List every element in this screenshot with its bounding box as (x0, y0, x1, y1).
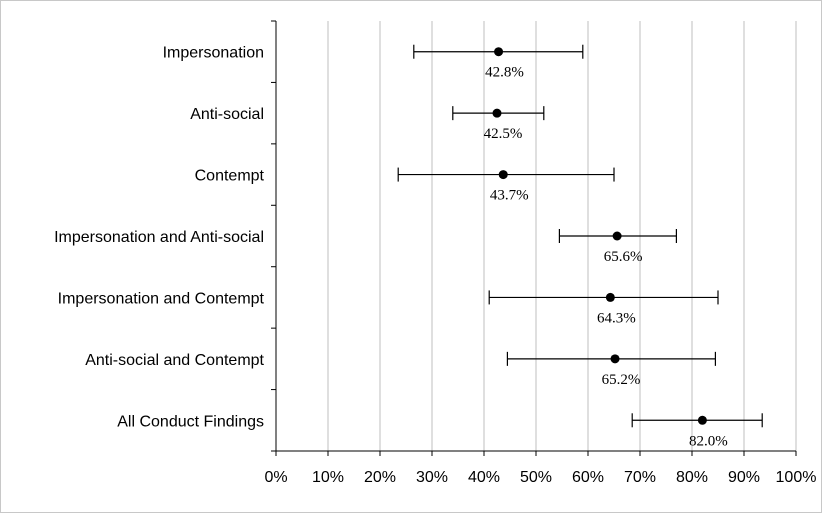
category-label: Impersonation (163, 45, 264, 62)
x-tick-labels: 0% 10% 20% 30% 40% 50% 60% 70% 80% 90% 100% (264, 469, 816, 486)
data-label: 82.0% (689, 433, 728, 449)
x-tick-label: 40% (468, 469, 500, 486)
category-label: Contempt (195, 168, 265, 185)
data-point (498, 170, 508, 180)
data-label: 42.5% (484, 126, 523, 142)
data-label: 64.3% (597, 310, 636, 326)
x-tick-label: 70% (624, 469, 656, 486)
category-label: Impersonation and Contempt (58, 290, 265, 307)
series-points: 42.8% 42.5% 43.7% 65.6% 64.3% 65.2% 82.0% (397, 44, 763, 449)
category-label: Anti-social (190, 106, 264, 123)
x-tick-label: 30% (416, 469, 448, 486)
data-label: 65.2% (602, 372, 641, 388)
data-label: 42.8% (485, 65, 524, 81)
category-label: Impersonation and Anti-social (54, 229, 264, 246)
category-label: Anti-social and Contempt (85, 352, 264, 369)
data-point (492, 108, 502, 118)
data-point (610, 354, 620, 364)
data-label: 65.6% (604, 249, 643, 265)
axes (271, 20, 797, 456)
x-tick-label: 90% (728, 469, 760, 486)
x-tick-label: 20% (364, 469, 396, 486)
x-tick-label: 80% (676, 469, 708, 486)
x-tick-label: 0% (264, 469, 287, 486)
x-tick-label: 100% (776, 469, 817, 486)
data-point (605, 292, 615, 302)
data-point (494, 47, 504, 57)
x-tick-label: 60% (572, 469, 604, 486)
category-labels: Impersonation Anti-social Contempt Imperson… (54, 45, 264, 431)
category-label: All Conduct Findings (117, 413, 264, 430)
x-tick-label: 50% (520, 469, 552, 486)
data-label: 43.7% (490, 188, 529, 204)
data-point (697, 415, 707, 425)
data-point (612, 231, 622, 241)
x-tick-label: 10% (312, 469, 344, 486)
